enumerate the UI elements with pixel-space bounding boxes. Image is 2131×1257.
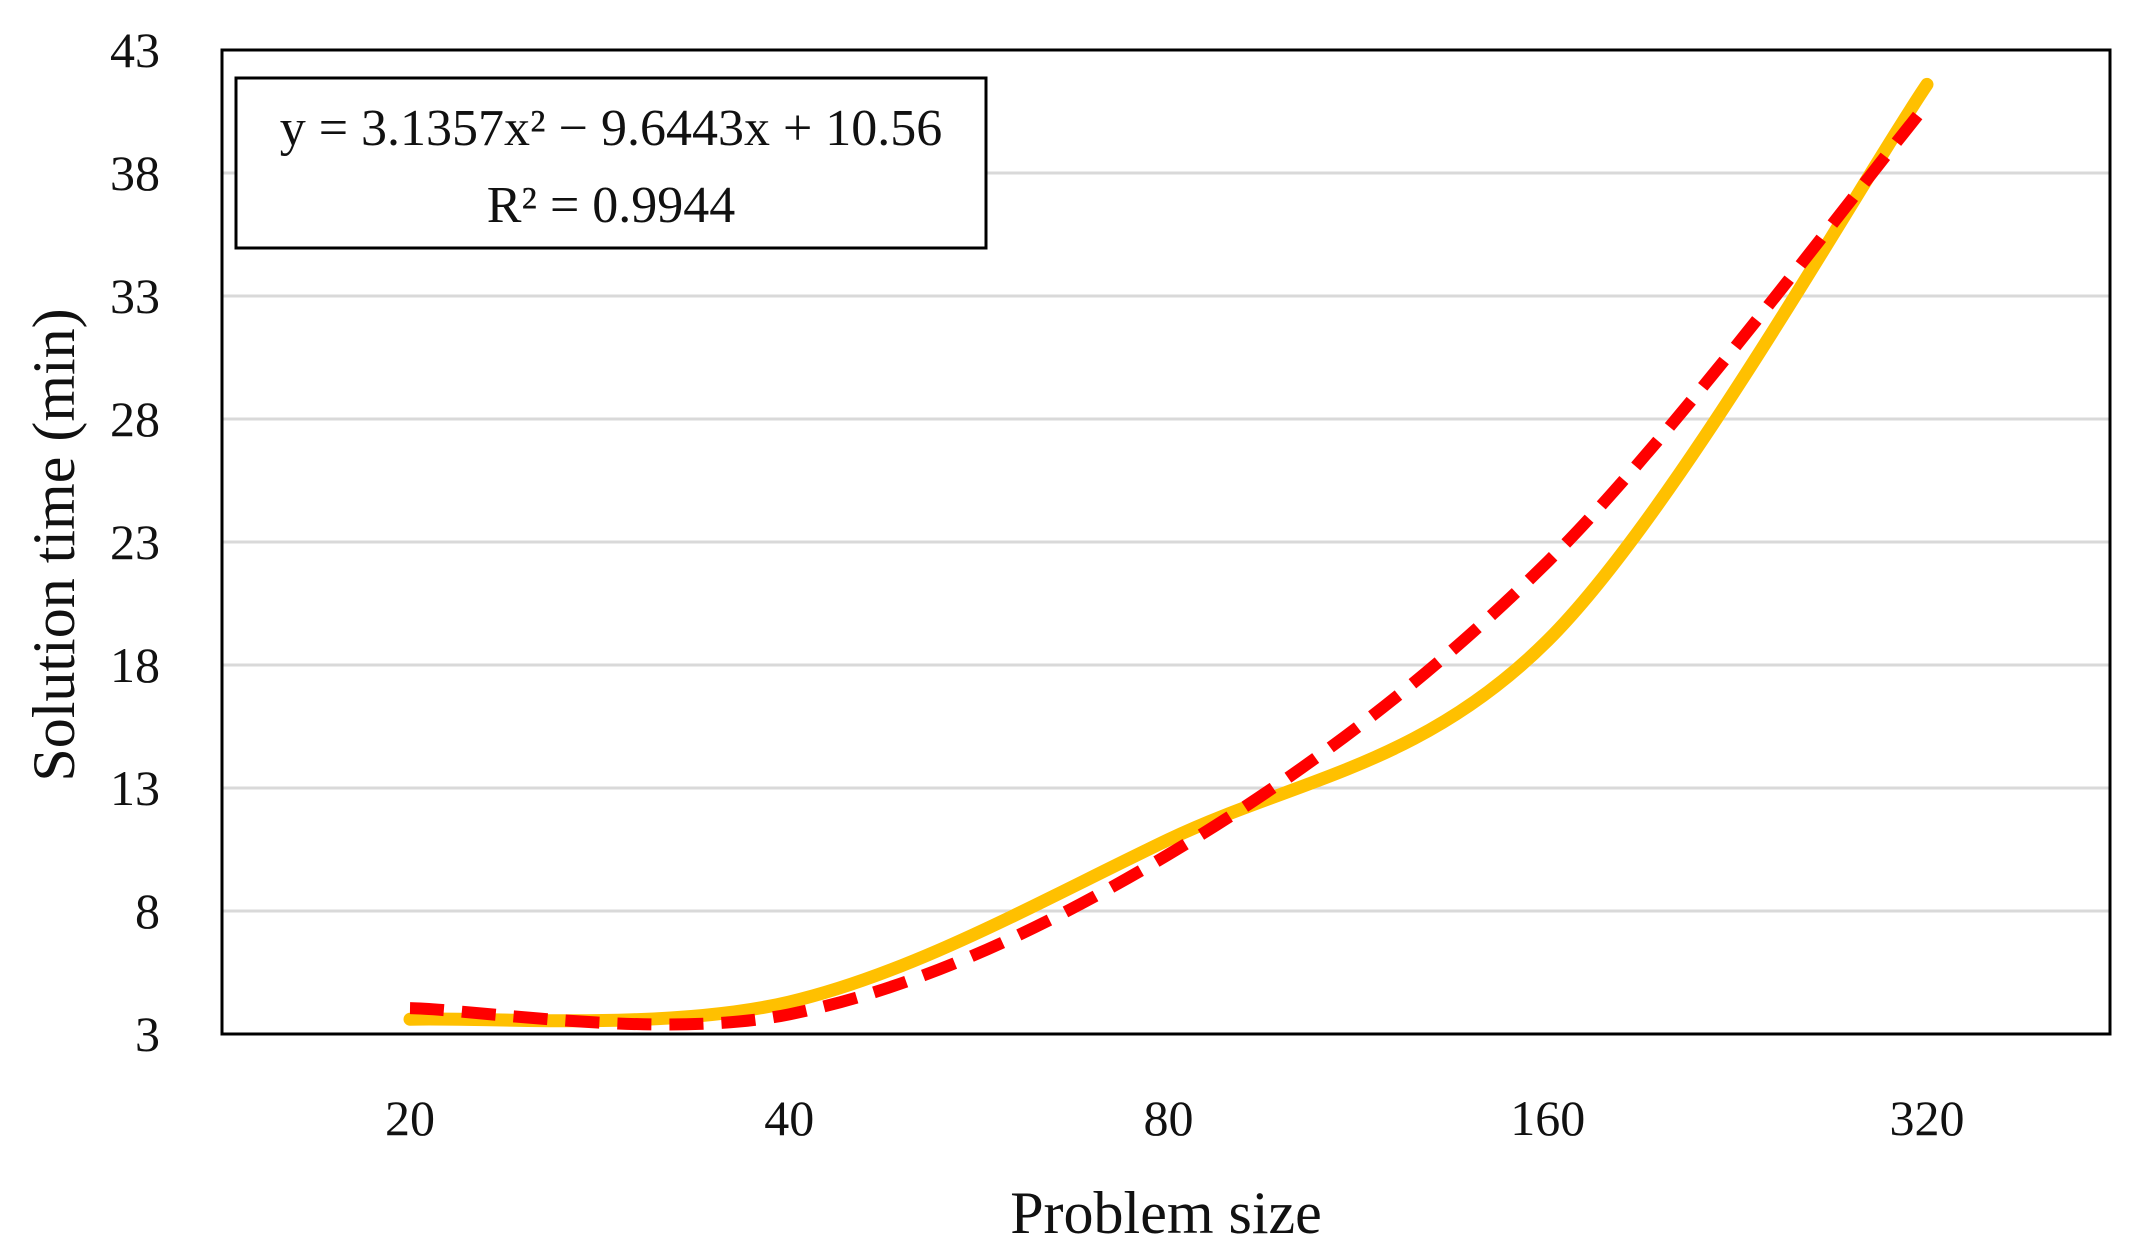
series-layer [403,77,1934,1031]
y-tick-label: 23 [110,514,160,570]
y-tick-label: 38 [110,145,160,201]
grid-lines [222,171,2110,913]
y-tick-label: 3 [135,1006,160,1062]
plot-area-border [220,48,2112,1036]
y-tick-label: 43 [110,22,160,78]
y-tick-label: 33 [110,268,160,324]
y-tick-label: 18 [110,637,160,693]
x-tick-label: 20 [385,1090,435,1146]
x-tick-label: 80 [1144,1090,1194,1146]
y-tick-label: 13 [110,760,160,816]
x-tick-label: 40 [764,1090,814,1146]
x-axis-title: Problem size [1010,1180,1322,1246]
trendline-equation-box: y = 3.1357x² − 9.6443x + 10.56 R² = 0.99… [234,76,988,250]
r-squared-value: R² = 0.9944 [487,177,736,234]
series-line-dashed-red [409,100,1932,1031]
y-tick-label: 8 [135,883,160,939]
trendline-equation: y = 3.1357x² − 9.6443x + 10.56 [280,100,943,157]
equation-box-border [234,76,988,250]
x-axis-ticks: 20 40 80 160 320 [385,1090,1965,1146]
y-tick-label: 28 [110,391,160,447]
x-tick-label: 160 [1510,1090,1585,1146]
x-tick-label: 320 [1890,1090,1965,1146]
y-axis-title: Solution time (min) [21,308,87,781]
